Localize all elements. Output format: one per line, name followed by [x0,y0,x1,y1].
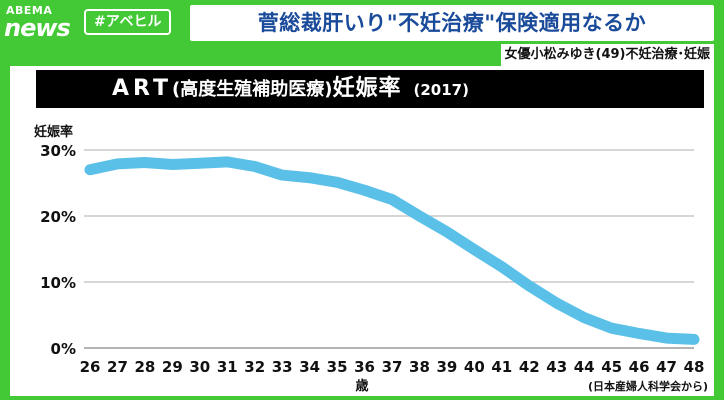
x-tick-label: 37 [382,358,403,376]
x-tick-label: 39 [436,358,457,376]
x-tick-label: 38 [409,358,430,376]
chart-title-main2: 妊娠率 [332,76,402,101]
chart-card: ART(高度生殖補助医療)妊娠率 (2017) 30% 20% 10% 0% 妊娠率 26 2… [10,66,714,396]
data-point [528,284,531,287]
x-tick-label: 41 [491,358,512,376]
subheadline-banner: 女優小松みゆき(49)不妊治療･妊娠 [500,44,714,66]
line-chart: 30% 20% 10% 0% 妊娠率 26 27 28 29 30 31 32 33 34 35 36 37 38… [34,124,708,394]
y-axis-label: 妊娠率 [34,124,73,140]
x-tick-label: 44 [574,358,595,376]
data-point [363,189,366,192]
headline-banner: 菅総裁肝いり"不妊治療"保険適用なるか [190,5,714,41]
data-point [445,230,448,233]
y-tick-label: 20% [40,208,76,226]
data-point [198,162,201,165]
data-point [143,161,146,164]
x-tick-label: 28 [134,358,155,376]
x-tick-label: 43 [546,358,567,376]
source-note: (日本産婦人科学会から) [588,379,708,393]
series-line [84,156,700,345]
x-tick-label: 32 [244,358,265,376]
x-tick-label: 27 [107,358,128,376]
x-tick-label: 34 [299,358,320,376]
data-point [638,332,641,335]
x-tick-label: 40 [464,358,485,376]
data-point [665,337,668,340]
data-point [391,198,393,201]
chart-title-main: ART [112,76,172,101]
data-point [583,316,586,319]
data-point [171,163,174,166]
y-tick-label: 0% [51,340,76,358]
x-tick-label: 29 [162,358,183,376]
logo-abema-text: ABEMA [6,4,53,17]
x-tick-label: 46 [629,358,650,376]
x-tick-label: 36 [354,358,375,376]
data-point [693,338,695,341]
logo-news-text: news [4,14,71,42]
x-tick-label: 47 [656,358,677,376]
x-tick-label: 42 [519,358,540,376]
abema-news-logo: ABEMA news [4,4,78,48]
y-tick-label: 10% [40,274,76,292]
data-point [226,160,229,163]
chart-title-sub: (高度生殖補助医療) [172,79,333,100]
x-tick-label: 30 [189,358,210,376]
x-tick-label: 33 [272,358,293,376]
data-point [281,174,284,177]
data-point [253,165,256,168]
x-tick-label: 35 [327,358,348,376]
x-tick-label: 31 [217,358,238,376]
x-tick-label: 45 [601,358,622,376]
x-tick-label: 48 [684,358,705,376]
data-point [116,162,119,165]
chart-title-bar: ART(高度生殖補助医療)妊娠率 (2017) [36,70,704,108]
x-axis-label: 歳 [355,378,368,394]
data-point [610,327,613,330]
hashtag-badge: #アベヒル [84,9,172,35]
data-point [308,176,311,179]
data-point [555,302,558,305]
data-point [336,181,339,184]
y-tick-label: 30% [40,142,76,160]
data-point [473,248,476,251]
data-point [89,168,91,171]
chart-title-year: (2017) [413,81,469,99]
x-tick-label: 26 [80,358,101,376]
data-point [418,215,421,217]
data-point [500,265,503,268]
